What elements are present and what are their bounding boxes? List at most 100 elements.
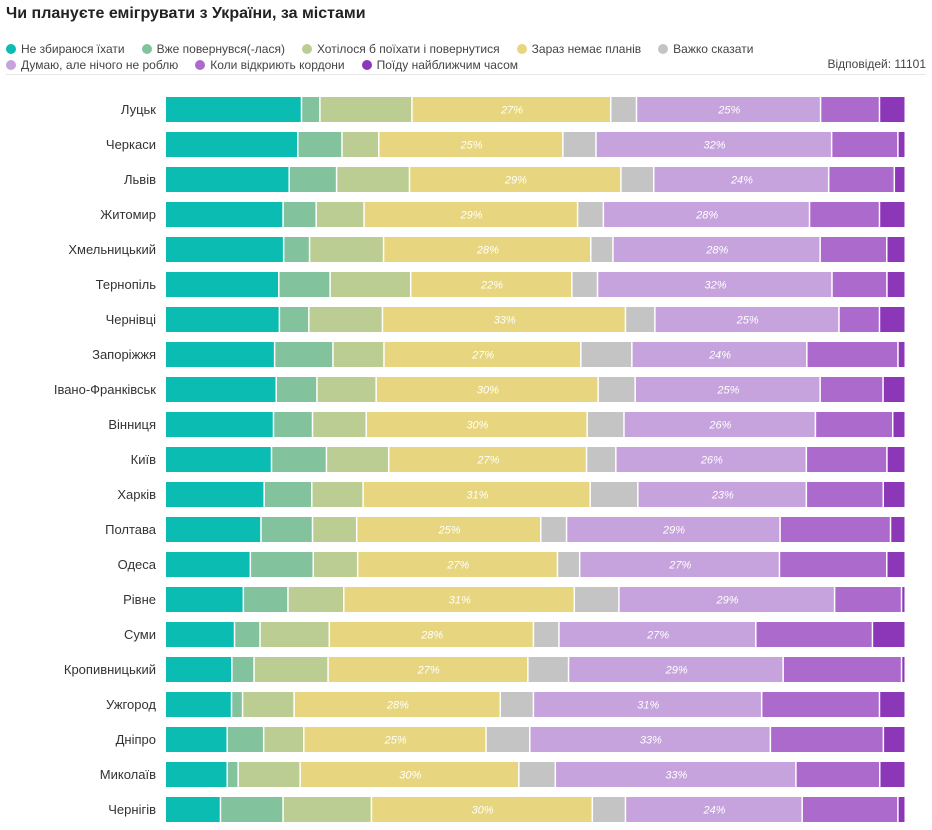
bar-segment[interactable] [166, 762, 227, 787]
bar-segment[interactable] [244, 587, 288, 612]
bar-segment[interactable] [613, 237, 820, 262]
bar-segment[interactable] [251, 552, 313, 577]
bar-segment[interactable] [887, 447, 905, 472]
bar-segment[interactable] [884, 727, 905, 752]
bar-segment[interactable] [166, 132, 298, 157]
bar-segment[interactable] [839, 307, 879, 332]
bar-segment[interactable] [344, 587, 574, 612]
bar-segment[interactable] [534, 692, 761, 717]
bar-segment[interactable] [264, 727, 304, 752]
bar-segment[interactable] [376, 377, 598, 402]
bar-segment[interactable] [358, 552, 557, 577]
bar-segment[interactable] [300, 762, 519, 787]
bar-segment[interactable] [558, 552, 579, 577]
bar-segment[interactable] [887, 237, 905, 262]
bar-segment[interactable] [166, 412, 273, 437]
bar-segment[interactable] [320, 97, 412, 122]
bar-segment[interactable] [624, 412, 815, 437]
bar-segment[interactable] [304, 727, 486, 752]
bar-segment[interactable] [283, 202, 316, 227]
bar-segment[interactable] [593, 797, 625, 822]
bar-segment[interactable] [235, 622, 260, 647]
bar-segment[interactable] [596, 132, 831, 157]
bar-segment[interactable] [384, 342, 581, 367]
bar-segment[interactable] [598, 272, 832, 297]
bar-segment[interactable] [284, 237, 309, 262]
bar-segment[interactable] [166, 167, 289, 192]
bar-segment[interactable] [316, 202, 364, 227]
bar-segment[interactable] [288, 587, 343, 612]
bar-segment[interactable] [486, 727, 530, 752]
bar-segment[interactable] [166, 622, 234, 647]
bar-segment[interactable] [541, 517, 566, 542]
bar-segment[interactable] [802, 797, 898, 822]
bar-segment[interactable] [880, 307, 905, 332]
bar-segment[interactable] [283, 797, 371, 822]
bar-segment[interactable] [796, 762, 879, 787]
bar-segment[interactable] [880, 97, 905, 122]
bar-segment[interactable] [887, 272, 905, 297]
bar-segment[interactable] [567, 517, 780, 542]
bar-segment[interactable] [884, 482, 905, 507]
bar-segment[interactable] [891, 517, 905, 542]
bar-segment[interactable] [298, 132, 342, 157]
bar-segment[interactable] [902, 587, 905, 612]
bar-segment[interactable] [655, 307, 839, 332]
bar-segment[interactable] [166, 552, 250, 577]
bar-segment[interactable] [342, 132, 379, 157]
bar-segment[interactable] [357, 517, 541, 542]
bar-segment[interactable] [272, 447, 326, 472]
bar-segment[interactable] [260, 622, 329, 647]
bar-segment[interactable] [895, 167, 905, 192]
bar-segment[interactable] [619, 587, 834, 612]
bar-segment[interactable] [232, 692, 242, 717]
bar-segment[interactable] [807, 342, 898, 367]
legend-item-thinking[interactable]: Думаю, але нічого не роблю [6, 58, 178, 72]
bar-segment[interactable] [898, 797, 905, 822]
bar-segment[interactable] [261, 517, 312, 542]
bar-segment[interactable] [572, 272, 597, 297]
bar-segment[interactable] [637, 97, 820, 122]
bar-segment[interactable] [616, 447, 806, 472]
bar-segment[interactable] [873, 622, 905, 647]
bar-segment[interactable] [638, 482, 806, 507]
bar-segment[interactable] [880, 202, 905, 227]
bar-segment[interactable] [829, 167, 894, 192]
bar-segment[interactable] [277, 377, 317, 402]
bar-segment[interactable] [314, 552, 357, 577]
bar-segment[interactable] [654, 167, 828, 192]
bar-segment[interactable] [590, 482, 638, 507]
bar-segment[interactable] [898, 132, 905, 157]
bar-segment[interactable] [313, 517, 356, 542]
bar-segment[interactable] [166, 657, 232, 682]
bar-segment[interactable] [887, 552, 905, 577]
bar-segment[interactable] [832, 132, 898, 157]
bar-segment[interactable] [756, 622, 872, 647]
bar-segment[interactable] [274, 412, 312, 437]
bar-segment[interactable] [587, 447, 616, 472]
bar-segment[interactable] [243, 692, 294, 717]
bar-segment[interactable] [166, 237, 283, 262]
bar-segment[interactable] [280, 307, 309, 332]
bar-segment[interactable] [632, 342, 807, 367]
bar-segment[interactable] [363, 482, 590, 507]
bar-segment[interactable] [166, 202, 283, 227]
bar-segment[interactable] [816, 412, 892, 437]
bar-segment[interactable] [264, 482, 312, 507]
bar-segment[interactable] [501, 692, 533, 717]
bar-segment[interactable] [575, 587, 619, 612]
bar-segment[interactable] [412, 97, 610, 122]
bar-segment[interactable] [810, 202, 879, 227]
bar-segment[interactable] [780, 517, 890, 542]
bar-segment[interactable] [372, 797, 592, 822]
legend-item-not-going[interactable]: Не збираюся їхати [6, 42, 125, 56]
bar-segment[interactable] [820, 377, 883, 402]
bar-segment[interactable] [832, 272, 887, 297]
bar-segment[interactable] [310, 237, 383, 262]
bar-segment[interactable] [379, 132, 563, 157]
bar-segment[interactable] [166, 272, 279, 297]
bar-segment[interactable] [166, 342, 274, 367]
bar-segment[interactable] [317, 377, 376, 402]
bar-segment[interactable] [166, 447, 271, 472]
legend-item-leave-and-return[interactable]: Хотілося б поїхати і повернутися [301, 42, 500, 56]
